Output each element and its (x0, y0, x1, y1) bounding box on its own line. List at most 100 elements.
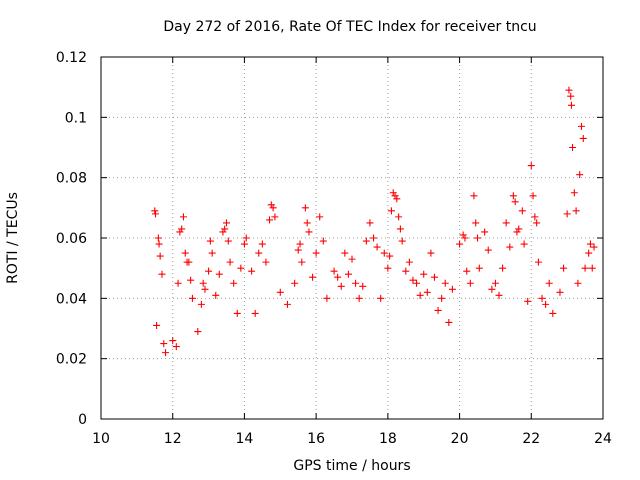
axis-ticks: 10 12 14 16 18 20 22 24 0 0.02 0.04 0.06 0.08 0.1 0.12 (56, 50, 612, 447)
data-point (387, 207, 395, 215)
data-point (542, 300, 550, 308)
data-point (341, 249, 349, 257)
data-point (160, 340, 168, 348)
data-point (201, 285, 209, 293)
y-tick-label: 0.1 (65, 110, 87, 126)
data-point (172, 343, 180, 351)
data-point (181, 249, 189, 257)
data-point (581, 264, 589, 272)
data-point (370, 234, 378, 242)
data-point (330, 267, 338, 275)
data-point (178, 225, 186, 233)
data-point (398, 237, 406, 245)
data-point (158, 270, 166, 278)
chart-title: Day 272 of 2016, Rate Of TEC Index for r… (163, 19, 536, 35)
x-tick-label: 22 (522, 431, 540, 447)
data-point (416, 291, 424, 299)
data-point (506, 243, 514, 251)
data-point (574, 279, 582, 287)
data-point (355, 294, 363, 302)
data-point (491, 279, 499, 287)
x-tick-label: 24 (594, 431, 612, 447)
data-point (194, 328, 202, 336)
data-point (586, 240, 594, 248)
data-point (384, 264, 392, 272)
data-point (560, 264, 568, 272)
data-point (409, 276, 417, 284)
data-point (430, 273, 438, 281)
data-point (474, 234, 481, 242)
data-point (283, 300, 291, 308)
data-point (303, 219, 311, 227)
data-point (316, 213, 324, 221)
data-point (269, 204, 277, 212)
data-point (296, 240, 304, 248)
data-point (377, 294, 385, 302)
data-point (567, 92, 575, 100)
data-point (488, 285, 496, 293)
data-point (534, 258, 542, 266)
data-point (352, 279, 360, 287)
data-point (267, 201, 275, 209)
data-point (219, 228, 227, 236)
data-point (179, 213, 187, 221)
data-point (434, 306, 442, 314)
data-point (463, 267, 471, 275)
data-point (466, 279, 474, 287)
data-point (441, 279, 449, 287)
x-tick-label: 10 (92, 431, 110, 447)
y-tick-label: 0.02 (56, 352, 87, 368)
data-point (509, 192, 517, 200)
data-point (152, 210, 160, 218)
data-point (427, 249, 435, 257)
data-point (423, 288, 431, 296)
y-axis-label: ROTI / TECUs (5, 192, 21, 284)
data-point (215, 270, 223, 278)
data-point (570, 189, 578, 197)
data-point (520, 240, 528, 248)
data-point (445, 318, 453, 326)
data-points (151, 86, 598, 357)
x-tick-label: 18 (379, 431, 397, 447)
data-point (565, 86, 573, 94)
data-point (309, 273, 317, 281)
data-point (298, 258, 306, 266)
data-point (366, 219, 374, 227)
data-point (402, 267, 410, 275)
data-point (362, 237, 370, 245)
data-point (538, 294, 546, 302)
data-point (545, 279, 553, 287)
data-point (251, 309, 259, 317)
y-tick-label: 0.08 (56, 171, 87, 187)
data-point (393, 195, 401, 203)
data-point (577, 122, 585, 130)
data-point (237, 264, 245, 272)
data-point (391, 192, 399, 200)
data-point (590, 243, 598, 251)
data-point (513, 228, 521, 236)
data-point (212, 291, 220, 299)
data-point (305, 228, 313, 236)
data-point (312, 249, 320, 257)
data-point (359, 282, 367, 290)
data-point (271, 213, 279, 221)
data-point (373, 243, 381, 251)
data-point (185, 258, 193, 266)
data-point (495, 291, 503, 299)
data-point (294, 246, 302, 254)
data-point (187, 276, 195, 284)
data-point (258, 240, 266, 248)
data-point (176, 228, 184, 236)
y-tick-label: 0 (78, 412, 87, 428)
y-tick-label: 0.06 (56, 231, 87, 247)
data-point (154, 234, 162, 242)
data-point (386, 252, 394, 260)
data-point (389, 189, 397, 197)
data-point (380, 249, 388, 257)
y-tick-label: 0.12 (56, 50, 87, 66)
plot-frame (100, 56, 604, 420)
y-tick-label: 0.04 (56, 291, 87, 307)
data-point (156, 252, 164, 260)
data-point (405, 258, 413, 266)
data-point (276, 288, 284, 296)
